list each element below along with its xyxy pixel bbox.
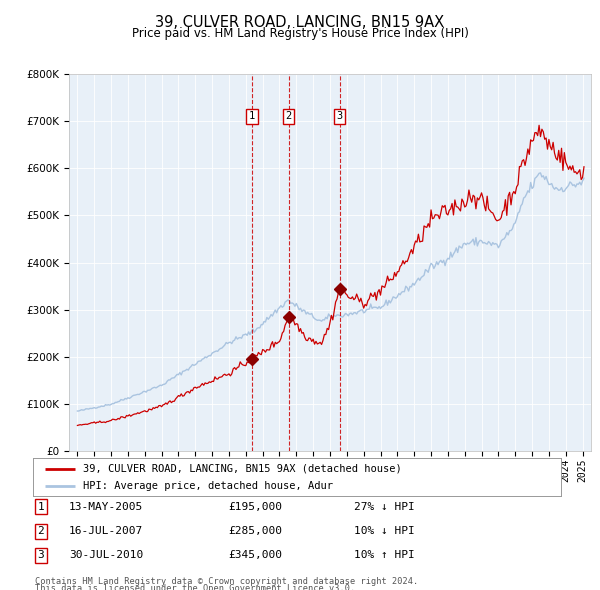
Text: £345,000: £345,000 [228,550,282,560]
Text: 10% ↑ HPI: 10% ↑ HPI [354,550,415,560]
Text: 10% ↓ HPI: 10% ↓ HPI [354,526,415,536]
Text: 2: 2 [37,526,44,536]
Text: 27% ↓ HPI: 27% ↓ HPI [354,502,415,512]
Text: 39, CULVER ROAD, LANCING, BN15 9AX (detached house): 39, CULVER ROAD, LANCING, BN15 9AX (deta… [83,464,402,474]
Text: 1: 1 [249,112,255,121]
Text: 13-MAY-2005: 13-MAY-2005 [69,502,143,512]
Text: 2: 2 [286,112,292,121]
Text: 16-JUL-2007: 16-JUL-2007 [69,526,143,536]
Text: 3: 3 [37,550,44,560]
Text: 30-JUL-2010: 30-JUL-2010 [69,550,143,560]
Text: £285,000: £285,000 [228,526,282,536]
Text: 1: 1 [37,502,44,512]
Text: £195,000: £195,000 [228,502,282,512]
Text: 39, CULVER ROAD, LANCING, BN15 9AX: 39, CULVER ROAD, LANCING, BN15 9AX [155,15,445,30]
Text: 3: 3 [337,112,343,121]
Text: This data is licensed under the Open Government Licence v3.0.: This data is licensed under the Open Gov… [35,584,355,590]
Text: Price paid vs. HM Land Registry's House Price Index (HPI): Price paid vs. HM Land Registry's House … [131,27,469,40]
Text: Contains HM Land Registry data © Crown copyright and database right 2024.: Contains HM Land Registry data © Crown c… [35,577,418,586]
Text: HPI: Average price, detached house, Adur: HPI: Average price, detached house, Adur [83,481,333,491]
